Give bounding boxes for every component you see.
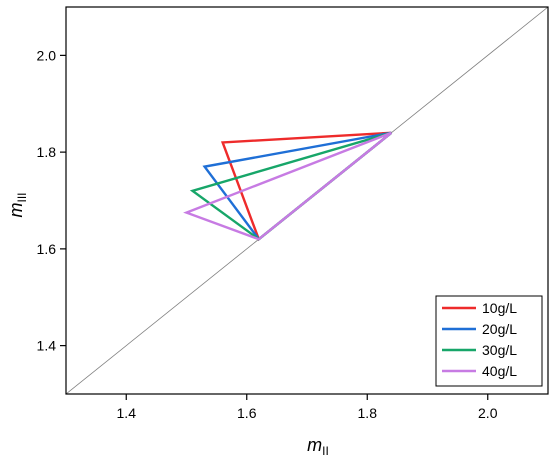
x-axis-title-subscript: II [322, 444, 329, 458]
y-tick-label: 1.6 [37, 241, 57, 257]
y-axis-title-main: m [6, 203, 26, 218]
legend-label: 10g/L [482, 300, 517, 316]
y-axis-title-subscript: III [15, 192, 29, 202]
legend-label: 40g/L [482, 363, 517, 379]
y-axis-title: mIII [6, 192, 29, 217]
x-axis-title-main: m [307, 435, 322, 455]
legend-label: 20g/L [482, 321, 517, 337]
x-tick-label: 1.4 [117, 405, 137, 421]
series-layer [183, 131, 393, 242]
series-line-40g-l [183, 131, 393, 241]
x-tick-label: 1.6 [237, 405, 257, 421]
legend: 10g/L 20g/L 30g/L 40g/L [435, 295, 543, 387]
y-tick-label: 2.0 [37, 47, 57, 63]
plot-frame [65, 6, 549, 395]
x-axis-title: mII [307, 435, 329, 458]
axes: 1.4 1.6 1.8 2.0 1.4 1.6 1.8 2.0 [37, 6, 549, 421]
y-tick-label: 1.8 [37, 144, 57, 160]
legend-label: 30g/L [482, 342, 517, 358]
x-tick-label: 2.0 [478, 405, 498, 421]
y-tick-label: 1.4 [37, 338, 57, 354]
x-tick-label: 1.8 [358, 405, 378, 421]
